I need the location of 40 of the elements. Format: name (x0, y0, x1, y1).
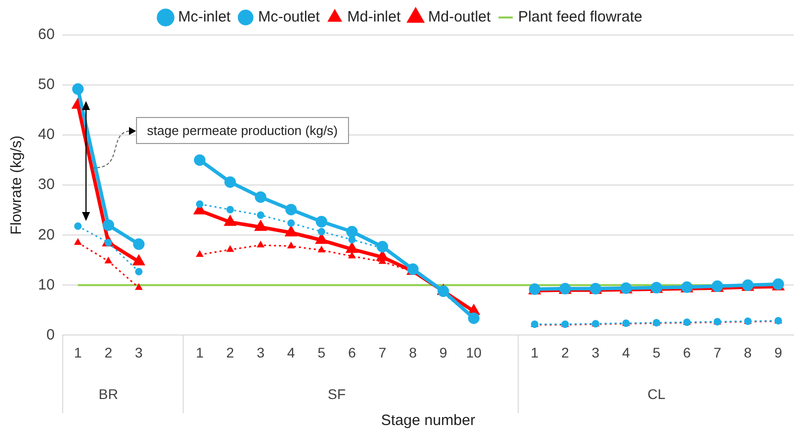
x-tick-label: 8 (744, 344, 752, 360)
x-tick-label: 3 (256, 344, 265, 360)
x-tick-label: 3 (134, 344, 143, 360)
legend-label: Plant feed flowrate (518, 8, 642, 26)
legend-label: Md-inlet (347, 8, 402, 26)
legend-label: Mc-outlet (258, 8, 321, 26)
x-tick-label: 5 (652, 344, 661, 360)
y-tick-label: 0 (46, 326, 55, 344)
y-tick-label: 40 (38, 126, 55, 144)
x-tick-label: 1 (74, 344, 82, 360)
y-axis-title: Flowrate (kg/s) (8, 136, 26, 235)
x-tick-label: 1 (530, 344, 539, 360)
x-tick-label: 6 (348, 344, 356, 360)
legend-label: Mc-inlet (178, 8, 232, 26)
x-tick-label: 6 (683, 344, 692, 360)
x-tick-label: 5 (318, 344, 326, 360)
x-tick-label: 4 (622, 344, 630, 360)
x-tick-label: 8 (408, 344, 417, 360)
x-tick-label: 9 (439, 344, 448, 360)
text: SF (328, 386, 346, 402)
annotation: stage permeate production (kg/s) (136, 117, 349, 144)
x-tick-label: 10 (466, 344, 482, 360)
y-tick-label: 30 (38, 176, 55, 194)
y-tick-label: 60 (38, 26, 55, 44)
x-axis-title: Stage number (380, 412, 476, 430)
y-tick-label: 50 (38, 76, 55, 94)
y-tick-label: 10 (38, 276, 55, 294)
x-tick-label: 2 (104, 344, 112, 360)
x-tick-label: 1 (196, 344, 204, 360)
x-tick-label: 2 (561, 344, 570, 360)
text: BR (98, 386, 118, 402)
x-tick-label: 7 (713, 344, 722, 360)
legend-label: Md-outlet (428, 8, 492, 26)
x-tick-label: 2 (226, 344, 234, 360)
x-tick-label: 9 (774, 344, 782, 360)
y-tick-label: 20 (38, 226, 55, 244)
x-tick-label: 7 (378, 344, 387, 360)
x-tick-label: 4 (287, 344, 296, 360)
x-tick-label: 3 (592, 344, 600, 360)
text: CL (648, 386, 666, 402)
